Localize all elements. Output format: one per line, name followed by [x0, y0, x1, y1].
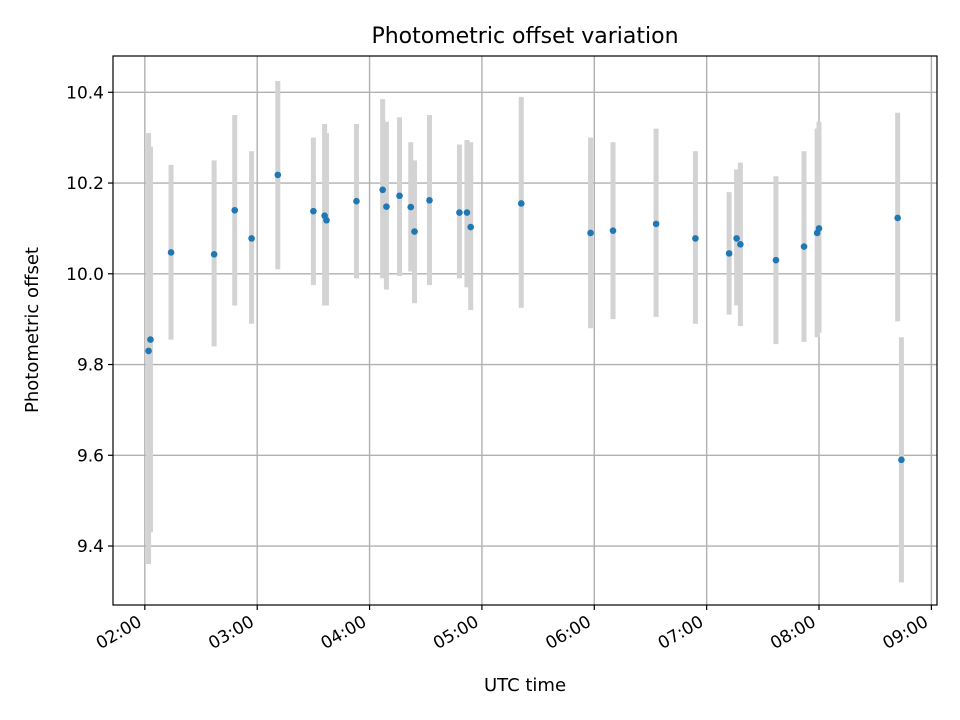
data-point [353, 197, 360, 205]
y-tick-label: 9.6 [77, 446, 104, 466]
data-point [456, 209, 463, 216]
data-point [383, 203, 390, 210]
x-axis-label: UTC time [484, 675, 566, 696]
data-point [772, 256, 780, 264]
y-tick-label: 10.4 [66, 83, 104, 103]
data-point [167, 249, 175, 256]
data-point [310, 207, 317, 215]
data-point [411, 228, 418, 235]
data-point [692, 235, 699, 242]
data-point [467, 223, 474, 231]
data-point [396, 192, 403, 200]
point-layer [145, 171, 905, 464]
data-point [274, 171, 282, 179]
data-point [407, 203, 415, 211]
chart-title: Photometric offset variation [371, 24, 678, 49]
data-point [517, 200, 525, 207]
y-tick-label: 9.8 [77, 356, 104, 376]
data-point [725, 250, 733, 257]
data-point [652, 220, 660, 228]
data-point [815, 225, 823, 232]
data-point [587, 229, 594, 237]
data-point [733, 235, 740, 242]
y-tick-label: 10.2 [66, 174, 104, 194]
data-point [323, 216, 330, 224]
data-point [147, 336, 154, 343]
data-point [379, 186, 386, 194]
data-point [463, 209, 471, 216]
data-point [248, 235, 255, 242]
data-point [737, 240, 744, 248]
data-point [898, 456, 905, 464]
y-axis-label: Photometric offset [22, 247, 43, 413]
data-point [800, 243, 808, 250]
data-point [145, 347, 152, 355]
y-tick-label: 9.4 [77, 537, 104, 557]
data-point [210, 250, 218, 258]
data-point [426, 196, 433, 204]
plot-frame [112, 55, 938, 606]
y-tick-label: 10.0 [66, 265, 104, 285]
data-point [609, 227, 617, 234]
data-point [231, 206, 239, 214]
data-point [894, 214, 901, 222]
